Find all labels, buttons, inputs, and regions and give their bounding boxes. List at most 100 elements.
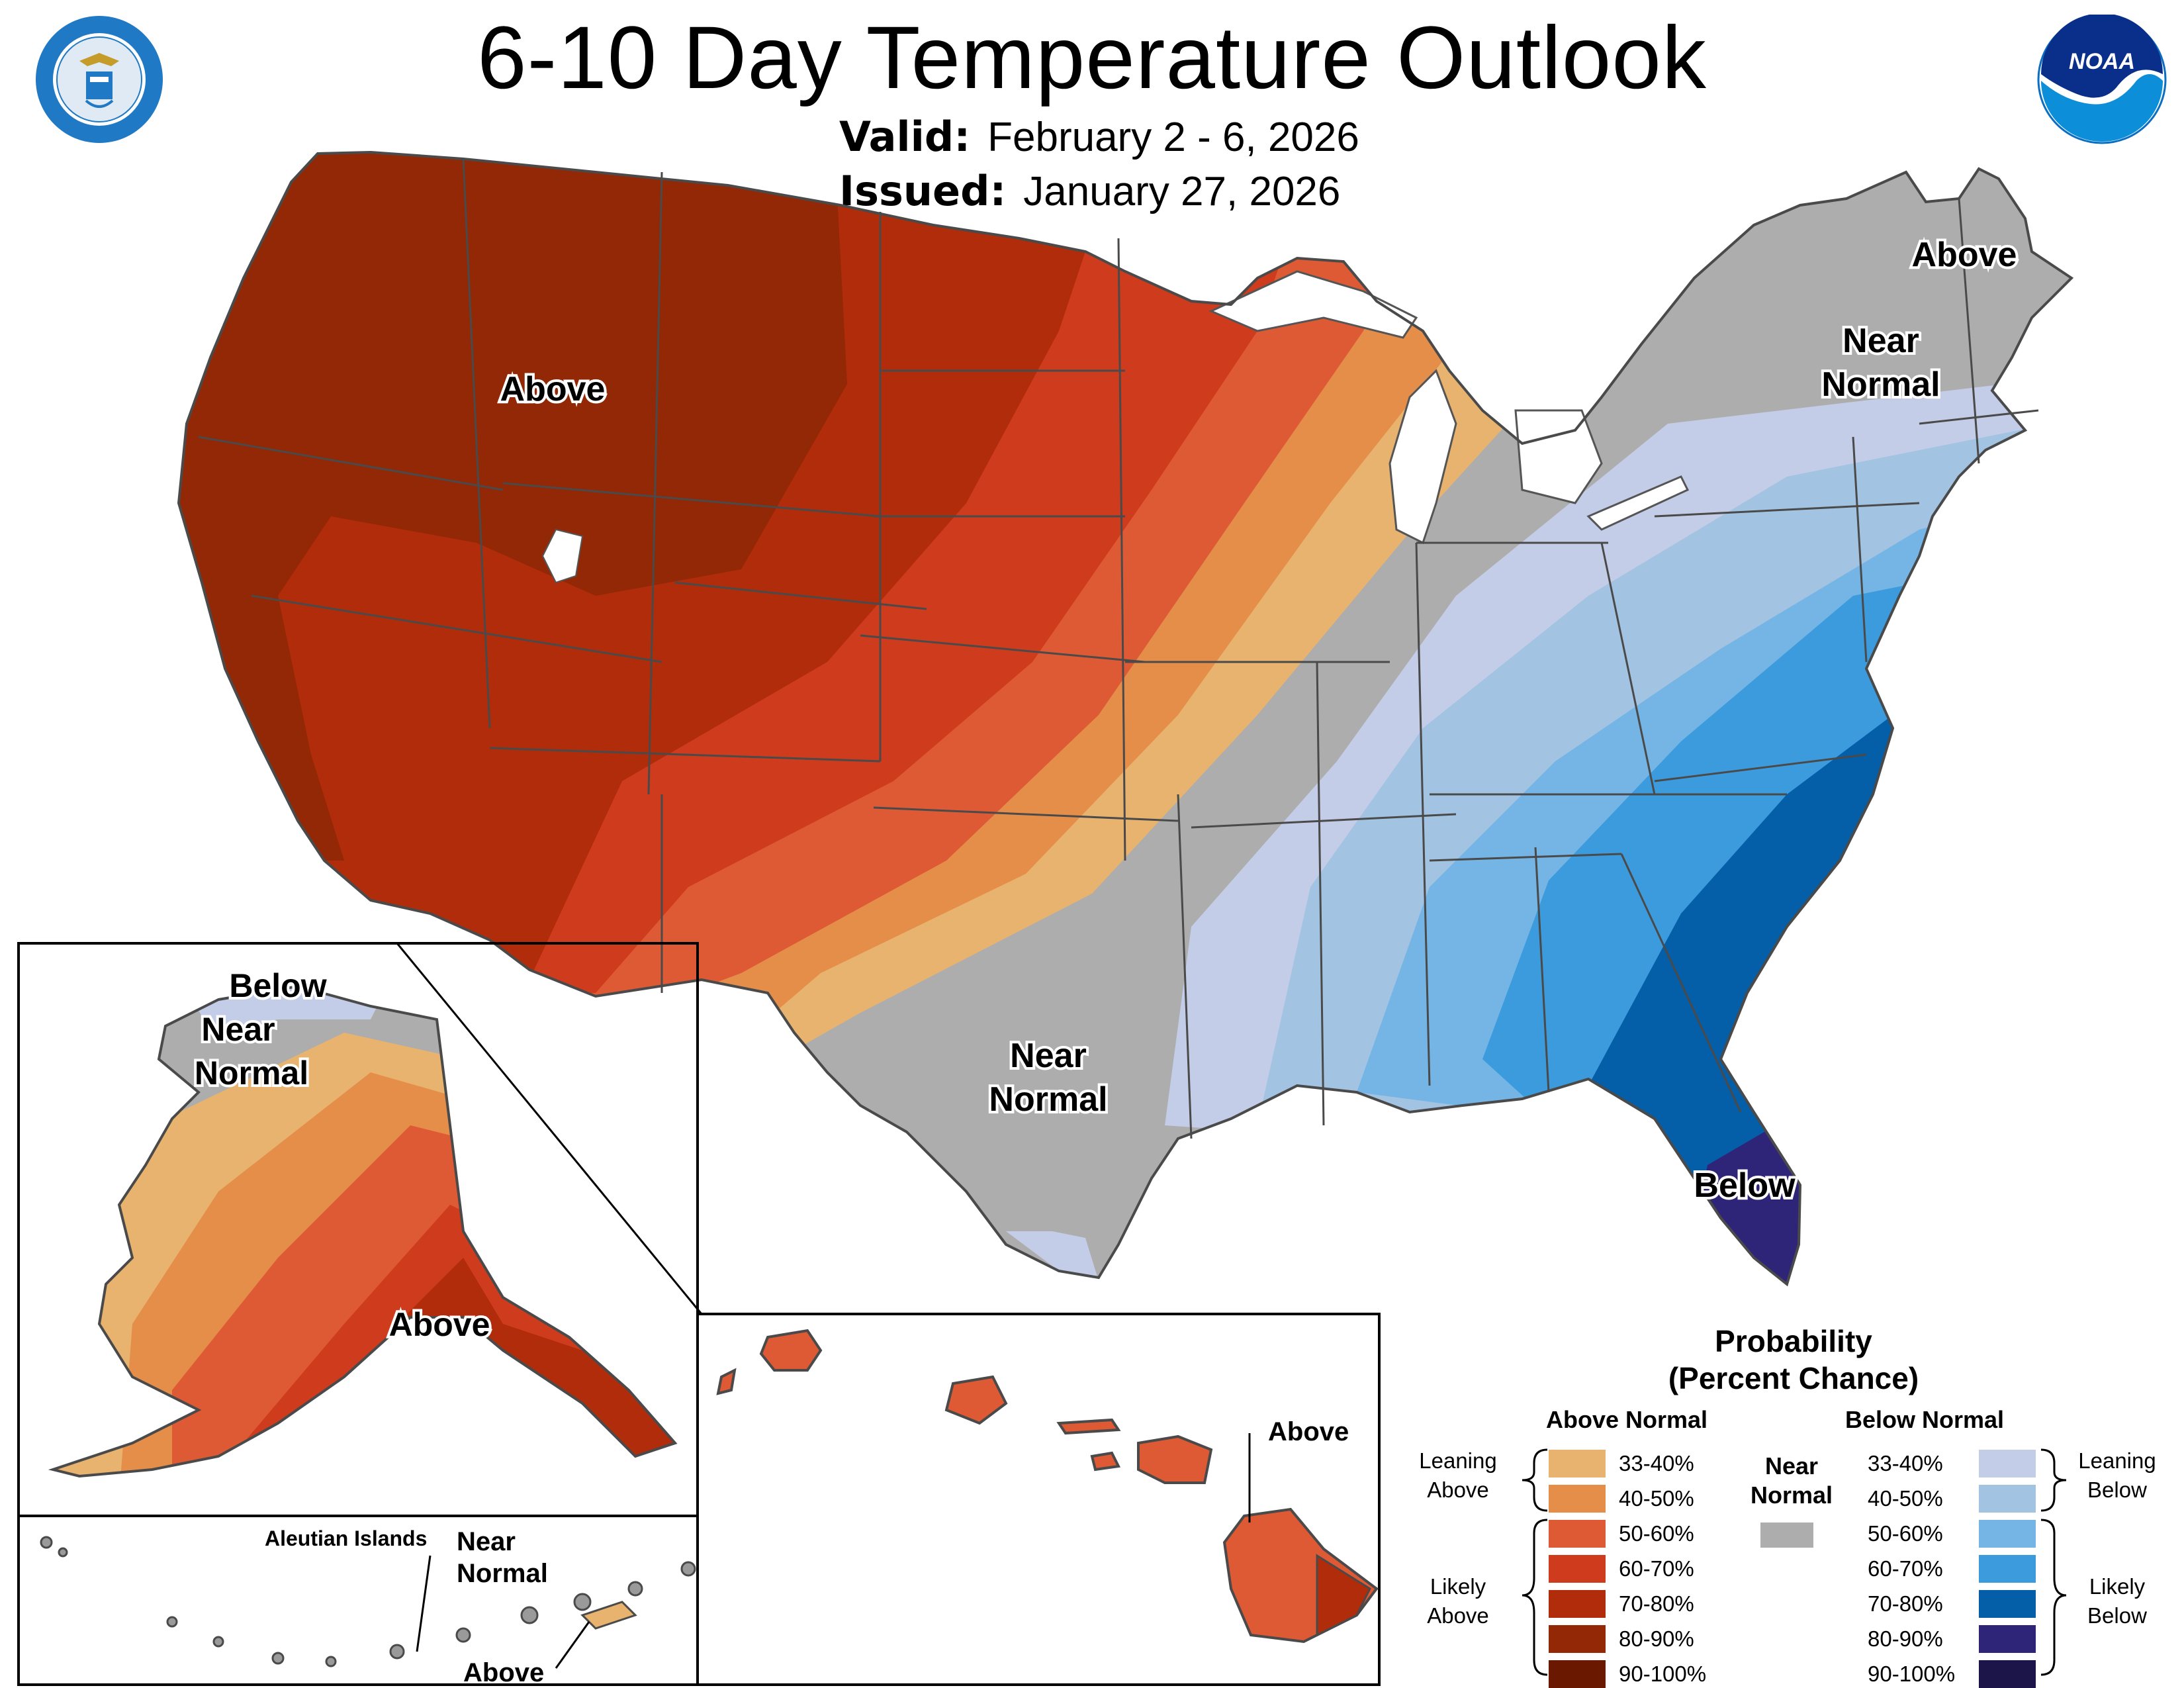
label-alaska-below: Below <box>229 967 326 1004</box>
legend-above-swatch <box>1549 1555 1606 1583</box>
legend-above-swatch <box>1549 1450 1606 1477</box>
label-florida-below: Below <box>1694 1166 1796 1205</box>
legend-below-label: 70-80% <box>1868 1591 1943 1616</box>
commerce-seal-icon <box>36 16 163 143</box>
aleutian-labels: Aleutian Islands Near Normal Above <box>265 1526 548 1687</box>
legend-above-label: 90-100% <box>1619 1662 1707 1686</box>
brace-leaning-below <box>2040 1448 2067 1512</box>
legend-near-line1: Near <box>1764 1452 1819 1479</box>
state-boundaries <box>198 158 2039 1139</box>
legend-below-header: Below Normal <box>1845 1406 2005 1433</box>
label-aleutian-near: Near <box>457 1527 516 1556</box>
legend-title-line2: (Percent Chance) <box>1668 1361 1919 1395</box>
legend-near-line2: Normal <box>1750 1481 1833 1509</box>
conus-labels: Above Above Near Normal Near Normal Belo… <box>498 233 2020 1207</box>
legend-near-swatch <box>1760 1523 1813 1548</box>
legend-below-label: 60-70% <box>1868 1556 1943 1581</box>
valid-label: Valid: <box>839 113 971 161</box>
noaa-logo-text: NOAA <box>2069 49 2135 74</box>
alaska-labels: Below Near Normal Above <box>192 964 493 1346</box>
legend-below-label: 80-90% <box>1868 1626 1943 1651</box>
legend-above-label: 60-70% <box>1619 1556 1694 1581</box>
valid-line: Valid: February 2 - 6, 2026 <box>839 114 1359 161</box>
label-alaska-normal: Normal <box>195 1055 308 1092</box>
label-northeast-near: Near <box>1843 322 1919 360</box>
legend-above-label: 33-40% <box>1619 1451 1694 1476</box>
island-maui <box>1137 1434 1213 1484</box>
noaa-logo-icon: NOAA <box>2037 15 2167 144</box>
legend-below-label: 33-40% <box>1868 1451 1943 1476</box>
label-texas-normal: Normal <box>989 1080 1107 1119</box>
brace-leaning-above <box>1522 1448 1548 1512</box>
label-conus-above: Above <box>500 370 606 408</box>
legend-below-swatch <box>1979 1485 2036 1513</box>
conus-outline <box>177 150 2074 1287</box>
lake-erie <box>1586 475 1690 531</box>
label-alaska-above: Above <box>389 1306 490 1343</box>
label-aleutian-normal: Normal <box>457 1559 548 1588</box>
legend-likely-below-2: Below <box>2087 1603 2147 1628</box>
hawaii-frame <box>696 1313 1381 1686</box>
label-texas-near: Near <box>1010 1037 1087 1075</box>
legend-above-swatch <box>1549 1660 1606 1688</box>
legend-leaning-above-2: Above <box>1427 1477 1489 1502</box>
legend-above-swatch <box>1549 1520 1606 1548</box>
legend-leaning-below-2: Below <box>2087 1477 2147 1502</box>
legend-likely-above-1: Likely <box>1430 1574 1486 1599</box>
label-aleutian-title: Aleutian Islands <box>265 1526 427 1550</box>
issued-line: Issued: January 27, 2026 <box>839 168 1340 215</box>
legend-below-swatch <box>1979 1555 2036 1583</box>
legend-below-swatch <box>1979 1625 2036 1653</box>
legend-leaning-above-1: Leaning <box>1419 1448 1497 1473</box>
label-alaska-near: Near <box>201 1011 275 1048</box>
legend-leaning-below-1: Leaning <box>2078 1448 2156 1473</box>
lake-michigan <box>1388 369 1457 545</box>
island-niihau <box>716 1368 737 1395</box>
legend-below-label: 50-60% <box>1868 1521 1943 1546</box>
island-oahu <box>944 1375 1008 1425</box>
brace-likely-above <box>1522 1519 1548 1676</box>
legend-above-swatch <box>1549 1485 1606 1513</box>
alaska-outline <box>48 984 678 1478</box>
legend-below-swatch <box>1979 1660 2036 1688</box>
legend-below-label: 90-100% <box>1868 1662 1956 1686</box>
label-hawaii-above: Above <box>1268 1417 1349 1446</box>
island-molokai <box>1056 1418 1121 1435</box>
legend-likely-below-1: Likely <box>2089 1574 2146 1599</box>
issued-label: Issued: <box>839 167 1007 215</box>
above-80-90-band <box>179 152 847 861</box>
legend-above-swatch <box>1549 1590 1606 1618</box>
page-title: 6-10 Day Temperature Outlook <box>477 9 1707 107</box>
island-kauai <box>759 1329 823 1372</box>
legend-below-swatch <box>1979 1450 2036 1477</box>
label-maine-above: Above <box>1912 236 2017 274</box>
label-aleutian-above: Above <box>463 1658 544 1687</box>
great-salt-lake <box>541 528 584 584</box>
legend-title-line1: Probability <box>1715 1324 1872 1358</box>
legend-below-swatch <box>1979 1520 2036 1548</box>
legend-below-swatch <box>1979 1590 2036 1618</box>
legend-above-label: 40-50% <box>1619 1486 1694 1511</box>
legend-above-label: 50-60% <box>1619 1521 1694 1546</box>
issued-value: January 27, 2026 <box>1023 169 1341 214</box>
legend-above-swatch <box>1549 1625 1606 1653</box>
texas-below-pocket <box>1006 1231 1099 1281</box>
aleutian-islands-shapes <box>40 1536 696 1667</box>
legend-above-label: 70-80% <box>1619 1591 1694 1616</box>
legend-likely-above-2: Above <box>1427 1603 1489 1628</box>
lake-superior <box>1208 270 1418 339</box>
valid-value: February 2 - 6, 2026 <box>987 115 1359 160</box>
brace-likely-below <box>2040 1519 2067 1676</box>
legend-above-label: 80-90% <box>1619 1626 1694 1651</box>
aleutian-near-pointer <box>416 1555 432 1652</box>
lake-huron <box>1514 409 1603 504</box>
aleutian-above-pointer <box>555 1621 590 1669</box>
island-lanai <box>1090 1451 1121 1472</box>
legend-above-header: Above Normal <box>1546 1406 1708 1433</box>
legend-below-label: 40-50% <box>1868 1486 1943 1511</box>
